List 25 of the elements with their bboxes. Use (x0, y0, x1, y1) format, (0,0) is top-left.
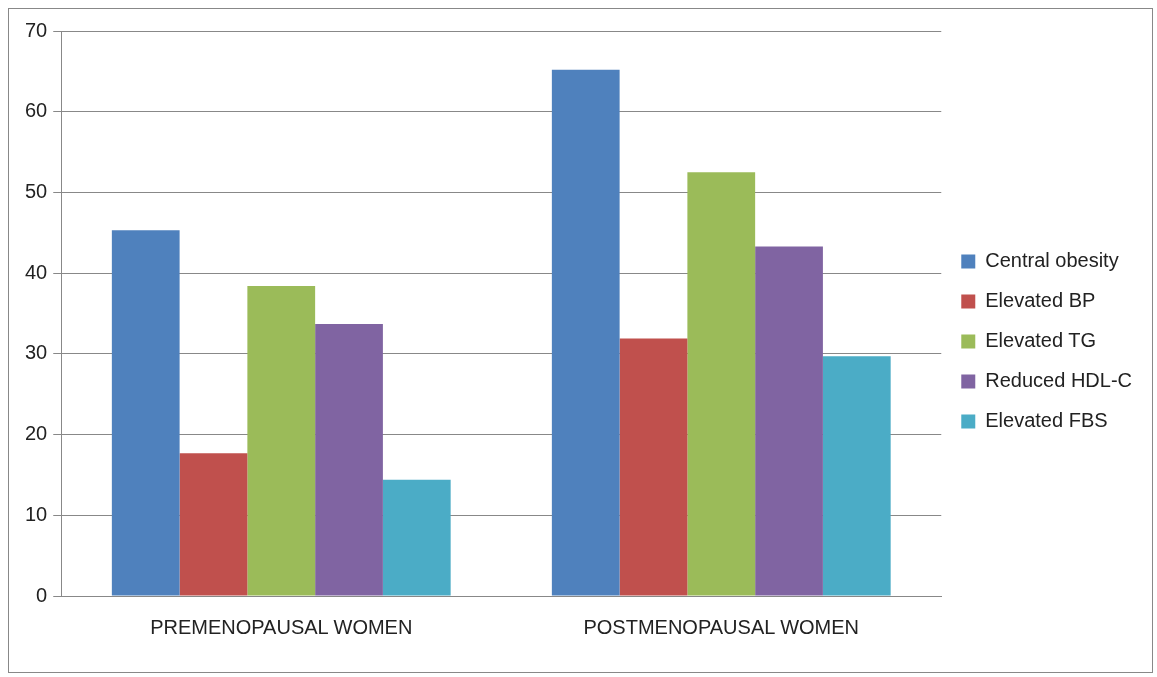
bar (755, 246, 823, 596)
bar (247, 286, 316, 596)
y-tick-label: 40 (25, 260, 48, 283)
y-tick-label: 10 (25, 502, 48, 525)
bar (822, 356, 891, 596)
legend-label: Reduced HDL-C (985, 369, 1133, 392)
x-tick-label: PREMENOPAUSAL WOMEN (150, 615, 413, 638)
bar (382, 479, 451, 596)
y-tick-label: 60 (25, 99, 48, 122)
legend-label: Elevated BP (985, 289, 1096, 312)
legend-label: Elevated FBS (985, 409, 1108, 432)
y-tick-label: 70 (25, 18, 48, 41)
bar (551, 69, 620, 596)
bar (687, 172, 756, 596)
y-tick-label: 30 (25, 341, 48, 364)
legend-label: Elevated TG (985, 329, 1097, 352)
bar (179, 453, 248, 596)
bar (111, 230, 180, 596)
legend-label: Central obesity (985, 249, 1119, 272)
y-tick-label: 50 (25, 179, 48, 202)
bar (619, 338, 688, 596)
bar (315, 323, 383, 596)
y-tick-label: 20 (25, 422, 48, 445)
x-tick-label: POSTMENOPAUSAL WOMEN (583, 615, 860, 638)
y-tick-label: 0 (36, 583, 48, 606)
